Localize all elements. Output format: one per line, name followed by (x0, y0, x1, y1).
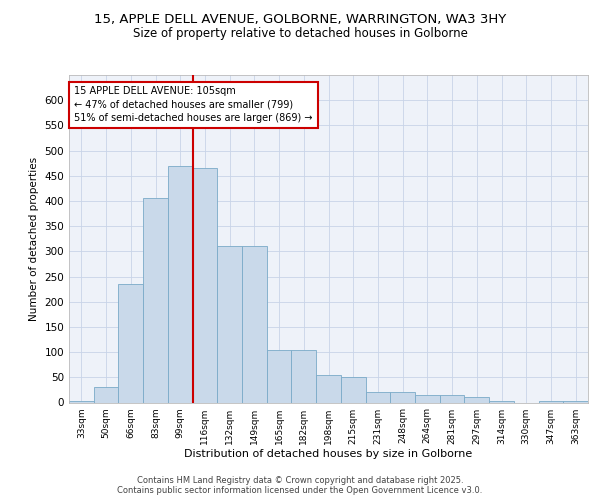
Bar (316, 375, 341, 402)
Bar (341, 378, 365, 402)
Bar (193, 168, 217, 402)
Bar (118, 284, 143, 403)
Bar (168, 166, 193, 402)
Bar (539, 401, 563, 402)
Bar (464, 398, 489, 402)
Bar (143, 198, 168, 402)
Bar (292, 350, 316, 403)
Bar (365, 392, 390, 402)
X-axis label: Distribution of detached houses by size in Golborne: Distribution of detached houses by size … (184, 450, 473, 460)
Text: 15, APPLE DELL AVENUE, GOLBORNE, WARRINGTON, WA3 3HY: 15, APPLE DELL AVENUE, GOLBORNE, WARRING… (94, 12, 506, 26)
Text: Contains HM Land Registry data © Crown copyright and database right 2025.
Contai: Contains HM Land Registry data © Crown c… (118, 476, 482, 495)
Y-axis label: Number of detached properties: Number of detached properties (29, 156, 39, 321)
Bar (415, 395, 440, 402)
Bar (217, 246, 242, 402)
Bar (489, 401, 514, 402)
Text: Size of property relative to detached houses in Golborne: Size of property relative to detached ho… (133, 28, 467, 40)
Bar (242, 246, 267, 402)
Bar (440, 395, 464, 402)
Bar (94, 388, 118, 402)
Bar (69, 401, 94, 402)
Bar (267, 350, 292, 403)
Text: 15 APPLE DELL AVENUE: 105sqm
← 47% of detached houses are smaller (799)
51% of s: 15 APPLE DELL AVENUE: 105sqm ← 47% of de… (74, 86, 313, 123)
Bar (390, 392, 415, 402)
Bar (563, 401, 588, 402)
